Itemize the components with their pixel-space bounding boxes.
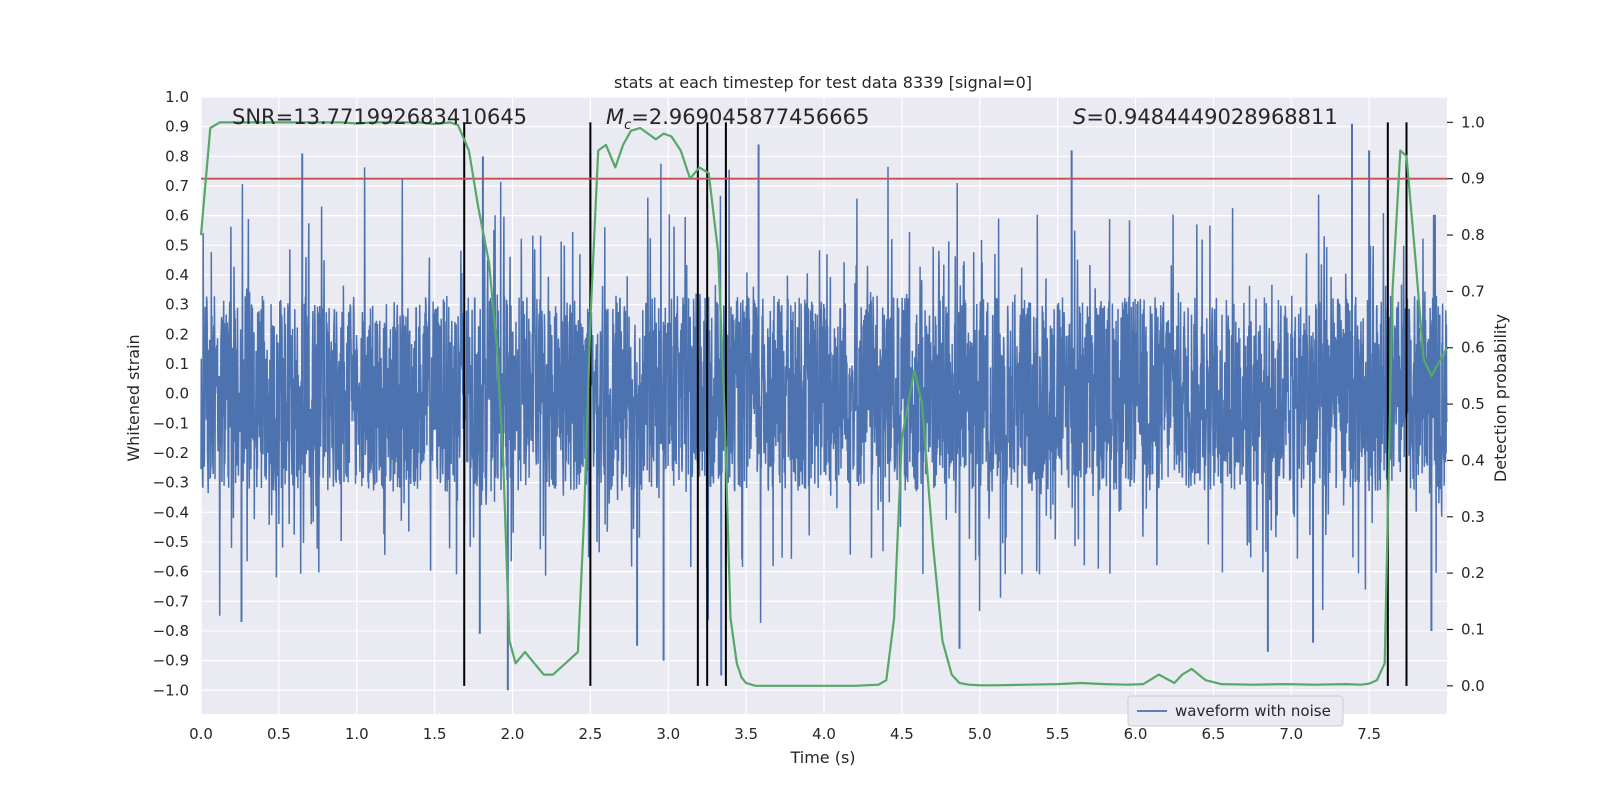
x-tick-label: 0.5 [267, 725, 291, 743]
y-left-tick-label: 1.0 [165, 88, 189, 106]
y-left-tick-label: 0.8 [165, 147, 189, 165]
y-right-tick-label: 1.0 [1461, 113, 1485, 131]
y-left-tick-label: −0.9 [153, 652, 189, 670]
chirp-mass-annotation: Mc=2.969045877456665 [606, 105, 869, 133]
y-left-tick-label: 0.0 [165, 385, 189, 403]
x-tick-label: 1.0 [345, 725, 369, 743]
y-right-tick-label: 0.3 [1461, 508, 1485, 526]
x-tick-label: 5.5 [1046, 725, 1070, 743]
y-left-tick-label: 0.4 [165, 266, 189, 284]
y-left-tick-label: 0.3 [165, 296, 189, 314]
y-right-axis-ticks: 0.0 0.1 0.2 0.3 0.4 0.5 0.6 0.7 0.8 0.9 1.0 [1447, 113, 1485, 695]
y-right-tick-label: 0.5 [1461, 395, 1485, 413]
legend-label: waveform with noise [1175, 702, 1331, 720]
x-tick-label: 0.0 [189, 725, 213, 743]
chirp-mass-value: =2.969045877456665 [631, 105, 869, 129]
y-left-tick-label: −0.6 [153, 563, 189, 581]
y-left-tick-label: −0.7 [153, 592, 189, 610]
probability-series [199, 121, 1448, 687]
y-right-tick-label: 0.8 [1461, 226, 1485, 244]
x-tick-label: 3.5 [734, 725, 758, 743]
x-tick-label: 7.5 [1357, 725, 1381, 743]
y-right-tick-label: 0.4 [1461, 451, 1485, 469]
snr-annotation: SNR=13.771992683410645 [232, 105, 527, 129]
legend: waveform with noise [1127, 695, 1344, 727]
y-right-tick-label: 0.0 [1461, 677, 1485, 695]
y-left-tick-label: −0.5 [153, 533, 189, 551]
y-right-axis-label: Detection probability [1491, 314, 1510, 482]
y-left-tick-label: 0.7 [165, 177, 189, 195]
y-right-tick-label: 0.2 [1461, 564, 1485, 582]
y-left-tick-label: 0.1 [165, 355, 189, 373]
x-tick-label: 7.0 [1279, 725, 1303, 743]
y-right-tick-label: 0.6 [1461, 339, 1485, 357]
y-left-tick-label: −0.4 [153, 503, 189, 521]
y-left-axis-ticks: −1.0 −0.9 −0.8 −0.7 −0.6 −0.5 −0.4 −0.3 −0.2 −0.1… [153, 88, 189, 699]
x-tick-label: 5.0 [968, 725, 992, 743]
y-right-tick-label: 0.9 [1461, 170, 1485, 188]
y-left-tick-label: −0.3 [153, 474, 189, 492]
y-left-tick-label: 0.5 [165, 236, 189, 254]
y-left-tick-label: 0.2 [165, 325, 189, 343]
x-tick-label: 1.5 [423, 725, 447, 743]
waveform-series [200, 123, 1448, 691]
s-symbol: S [1073, 105, 1086, 129]
x-axis-ticks: 0.0 0.5 1.0 1.5 2.0 2.5 3.0 3.5 4.0 4.5 5.0 5.5 6.0 6… [189, 725, 1381, 743]
probability-line [199, 121, 1448, 687]
vertical-markers [463, 122, 1408, 686]
chirp-mass-subscript: c [624, 118, 631, 133]
s-value: =0.9484449028968811 [1086, 105, 1337, 129]
y-left-tick-label: −0.1 [153, 414, 189, 432]
x-tick-label: 2.0 [501, 725, 525, 743]
legend-box [1127, 695, 1344, 727]
y-right-tick-label: 0.1 [1461, 620, 1485, 638]
x-tick-label: 3.0 [656, 725, 680, 743]
x-tick-label: 4.0 [812, 725, 836, 743]
s-annotation: S=0.9484449028968811 [1073, 105, 1338, 129]
x-tick-label: 2.5 [578, 725, 602, 743]
x-tick-label: 6.0 [1124, 725, 1148, 743]
chart-title: stats at each timestep for test data 833… [614, 73, 1032, 92]
y-left-tick-label: −0.2 [153, 444, 189, 462]
y-left-tick-label: 0.6 [165, 207, 189, 225]
x-tick-label: 6.5 [1201, 725, 1225, 743]
x-axis-label: Time (s) [789, 748, 855, 767]
y-left-tick-label: −1.0 [153, 681, 189, 699]
y-left-tick-label: −0.8 [153, 622, 189, 640]
chirp-mass-symbol: M [606, 105, 624, 129]
x-tick-label: 4.5 [890, 725, 914, 743]
y-left-tick-label: 0.9 [165, 118, 189, 136]
waveform-line [200, 163, 1448, 624]
y-left-axis-label: Whitened strain [124, 334, 143, 461]
y-right-tick-label: 0.7 [1461, 282, 1485, 300]
